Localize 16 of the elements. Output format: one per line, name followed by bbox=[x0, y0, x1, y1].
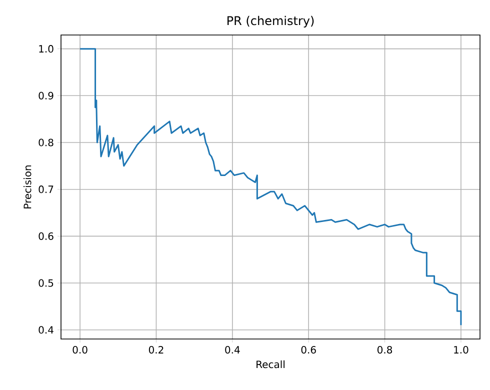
x-tick-label: 0.4 bbox=[225, 346, 240, 354]
y-tick-label: 0.7 bbox=[38, 186, 54, 194]
x-axis-title: Recall bbox=[256, 360, 284, 368]
y-axis-title: Precision bbox=[24, 166, 32, 208]
y-tick-label: 0.4 bbox=[38, 326, 54, 334]
chart-title: PR (chemistry) bbox=[227, 16, 314, 28]
x-tick-label: 0.0 bbox=[72, 346, 88, 354]
y-tick-label: 0.9 bbox=[38, 92, 54, 100]
y-tick-label: 1.0 bbox=[39, 45, 54, 53]
x-tick-label: 1.0 bbox=[454, 346, 468, 354]
y-tick-label: 0.8 bbox=[38, 138, 54, 146]
x-tick-label: 0.2 bbox=[148, 346, 164, 354]
x-tick-label: 0.6 bbox=[301, 346, 316, 354]
x-tick-label: 0.8 bbox=[377, 346, 392, 354]
y-tick-label: 0.6 bbox=[38, 232, 54, 240]
y-tick-label: 0.5 bbox=[38, 279, 54, 287]
